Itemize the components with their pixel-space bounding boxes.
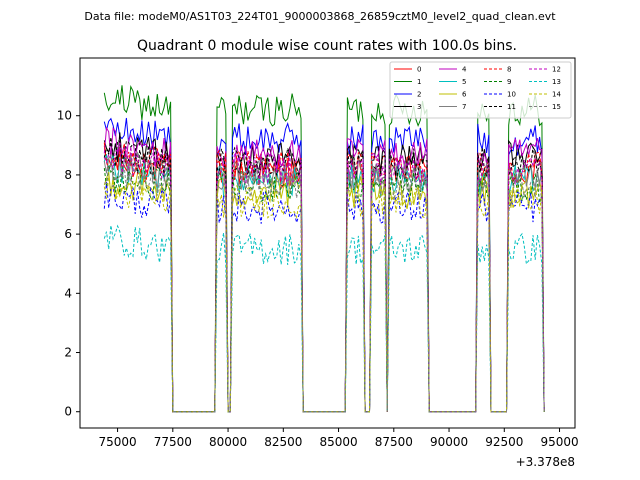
legend-label: 5	[462, 78, 466, 86]
series-layer	[103, 85, 545, 413]
x-tick-label: 95000	[540, 435, 578, 449]
legend-label: 9	[507, 78, 511, 86]
legend-label: 14	[552, 91, 561, 99]
x-tick-label: 85000	[319, 435, 357, 449]
plot-frame	[79, 57, 576, 429]
legend-label: 1	[417, 78, 421, 86]
legend-label: 0	[417, 66, 421, 74]
legend-label: 4	[462, 66, 467, 74]
y-tick-label: 8	[64, 168, 72, 182]
x-tick-label: 77500	[154, 435, 192, 449]
x-tick-label: 90000	[430, 435, 468, 449]
legend-label: 15	[552, 103, 561, 111]
x-axis: 75000 77500 80000 82500 85000 87500 90000 92500…	[98, 428, 579, 449]
legend-label: 12	[552, 66, 561, 74]
y-axis: 0 2 4 6 8 10	[57, 109, 80, 419]
series-line-15	[104, 160, 545, 413]
y-tick-label: 2	[64, 346, 72, 360]
figure-suptitle: Data file: modeM0/AS1T03_224T01_90000038…	[84, 10, 556, 23]
legend-label: 13	[552, 78, 561, 86]
x-tick-label: 80000	[209, 435, 247, 449]
y-tick-label: 10	[57, 109, 72, 123]
y-tick-label: 4	[64, 286, 72, 300]
chart-title: Quadrant 0 module wise count rates with …	[137, 38, 517, 54]
legend-label: 6	[462, 91, 467, 99]
legend-label: 7	[462, 103, 466, 111]
y-tick-label: 6	[64, 227, 72, 241]
x-tick-label: 82500	[264, 435, 302, 449]
legend-box	[389, 61, 572, 119]
x-tick-label: 87500	[375, 435, 413, 449]
legend-label: 2	[417, 91, 421, 99]
x-tick-label: 75000	[98, 435, 136, 449]
legend-label: 10	[507, 91, 516, 99]
legend-label: 11	[507, 103, 516, 111]
legend-label: 8	[507, 66, 511, 74]
x-offset-label: +3.378e8	[516, 455, 575, 469]
legend-label: 3	[417, 103, 421, 111]
x-tick-label: 92500	[485, 435, 523, 449]
y-tick-label: 0	[64, 405, 72, 419]
